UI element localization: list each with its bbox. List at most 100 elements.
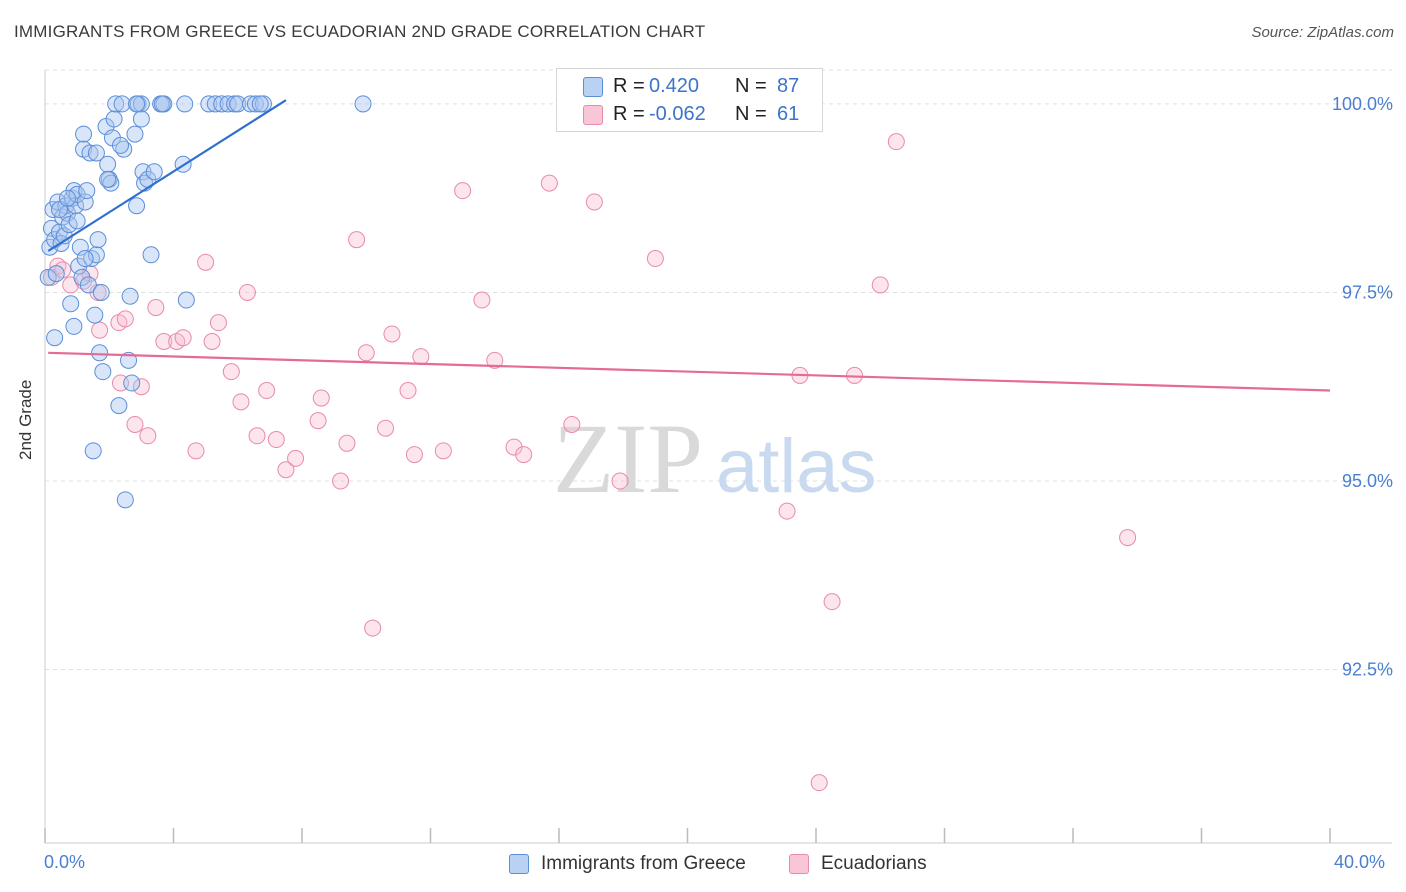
ecuadorian-point <box>515 446 533 464</box>
greece-point <box>99 155 117 173</box>
grid-lines <box>45 69 1392 671</box>
ecuadorian-point <box>383 325 401 343</box>
greece-point <box>84 442 102 460</box>
stats-swatch-ecuadorians <box>583 105 603 125</box>
ecuadorian-point <box>871 276 889 294</box>
ecuadorian-point <box>332 472 350 490</box>
greece-point <box>200 95 218 113</box>
legend-label: Immigrants from Greece <box>541 853 746 874</box>
greece-point <box>110 397 128 415</box>
stats-r-value: 0.420 <box>649 75 700 97</box>
stats-r-label: R = <box>613 103 645 125</box>
greece-point <box>87 246 105 264</box>
ecuadorian-point <box>232 393 250 411</box>
greece-point <box>111 136 129 154</box>
ecuadorian-point <box>454 182 472 200</box>
stats-swatch-greece <box>583 77 603 97</box>
ecuadorian-point <box>203 332 221 350</box>
greece-point <box>354 95 372 113</box>
ecuadorian-point <box>563 415 581 433</box>
ecuadorian-point <box>309 412 327 430</box>
greece-point <box>142 246 160 264</box>
ecuadorian-point <box>132 378 150 396</box>
greece-point <box>107 95 125 113</box>
watermark-atlas: atlas <box>716 424 877 509</box>
y-tick-label: 95.0% <box>1342 471 1393 491</box>
greece-point <box>68 212 86 230</box>
stats-row-greece: R = 0.420 N = 87 <box>557 73 822 101</box>
correlation-stats-box: R = 0.420 N = 87 R = -0.062 N = 61 <box>556 68 823 132</box>
ecuadorian-point <box>155 332 173 350</box>
watermark-zip: ZIP <box>553 403 703 514</box>
greece-point <box>47 265 65 283</box>
y-tick-label: 92.5% <box>1342 660 1393 680</box>
axes <box>44 70 1392 844</box>
ecuadorian-point <box>147 299 165 317</box>
stats-r-value: -0.062 <box>649 103 706 125</box>
greece-point <box>113 95 131 113</box>
greece-point <box>176 95 194 113</box>
ecuadorian-point <box>405 446 423 464</box>
greece-point <box>145 163 163 181</box>
greece-point <box>87 144 105 162</box>
ecuadorians-trend-line <box>48 351 1331 392</box>
greece-point <box>46 329 64 347</box>
ecuadorian-point <box>91 321 109 339</box>
greece-points <box>39 95 372 509</box>
ecuadorian-point <box>540 174 558 192</box>
ecuadorian-point <box>399 382 417 400</box>
greece-trend-line <box>47 99 287 252</box>
chart-legend: Immigrants from Greece Ecuadorians <box>0 852 1406 878</box>
y-tick-label: 97.5% <box>1342 282 1393 302</box>
ecuadorian-point <box>585 193 603 211</box>
greece-point <box>229 95 247 113</box>
ecuadorian-point <box>486 351 504 369</box>
stats-row-ecuadorians: R = -0.062 N = 61 <box>557 101 822 129</box>
greece-point <box>128 95 146 113</box>
greece-point <box>177 291 195 309</box>
stats-n-value: 87 <box>777 75 800 97</box>
ecuadorian-point <box>258 382 276 400</box>
greece-point <box>42 219 60 237</box>
greece-point <box>39 268 57 286</box>
ecuadorian-point <box>434 442 452 460</box>
chart-title: IMMIGRANTS FROM GREECE VS ECUADORIAN 2ND… <box>14 22 706 41</box>
x-tick-label-min: 0.0% <box>44 852 86 872</box>
greece-point <box>65 317 83 335</box>
greece-point <box>81 144 99 162</box>
x-tick-label-max: 40.0% <box>1334 852 1386 872</box>
ecuadorian-point <box>222 363 240 381</box>
greece-point <box>105 110 123 128</box>
greece-point <box>206 95 224 113</box>
greece-point <box>128 197 146 215</box>
greece-point <box>92 283 110 301</box>
source-credit: Source: ZipAtlas.com <box>1251 24 1394 41</box>
greece-point <box>89 231 107 249</box>
ecuadorian-point <box>139 427 157 445</box>
greece-point <box>71 238 89 256</box>
ecuadorian-point <box>277 461 295 479</box>
greece-point <box>86 306 104 324</box>
greece-point <box>91 344 109 362</box>
y-tick-labels: 92.5% 95.0% 97.5% 100.0% <box>1332 94 1393 680</box>
ecuadorian-point <box>412 348 430 366</box>
ecuadorian-point <box>238 283 256 301</box>
greece-point <box>62 295 80 313</box>
greece-point <box>78 182 96 200</box>
ecuadorian-point <box>357 344 375 362</box>
ecuadorian-point <box>887 133 905 151</box>
greece-point <box>153 95 171 113</box>
ecuadorian-point <box>187 442 205 460</box>
stats-n-label: N = <box>735 75 767 97</box>
ecuadorian-point <box>611 472 629 490</box>
stats-n-label: N = <box>735 103 767 125</box>
greece-point <box>242 95 260 113</box>
ecuadorian-point <box>1119 529 1137 547</box>
legend-label: Ecuadorians <box>821 853 927 874</box>
ecuadorian-point <box>174 329 192 347</box>
ecuadorian-point <box>209 314 227 332</box>
greece-point <box>132 95 150 113</box>
ecuadorian-point <box>338 434 356 452</box>
greece-point <box>126 125 144 143</box>
